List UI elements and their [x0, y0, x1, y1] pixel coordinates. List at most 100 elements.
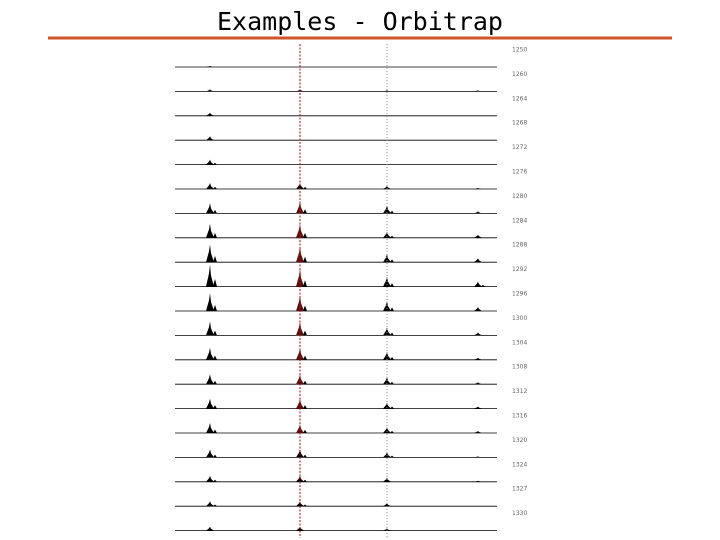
spectrum-peak — [206, 449, 214, 458]
spectrum-peak — [206, 475, 214, 482]
scan-label: 1296 — [512, 291, 527, 298]
spectrum-peak — [206, 89, 214, 92]
spectrum-peak — [296, 201, 304, 214]
spectrum-peak — [303, 232, 307, 238]
spectrum-peak — [474, 188, 482, 189]
scan-label: 1308 — [512, 364, 527, 371]
spectrum-peak — [213, 232, 217, 238]
scan-label: 1300 — [512, 315, 527, 322]
spectrum-peak — [390, 235, 394, 238]
spectrum-peak — [213, 304, 217, 311]
spectrum-peak — [474, 234, 482, 238]
spectrum-peak — [303, 186, 307, 189]
scan-label: 1320 — [512, 437, 527, 444]
spectrum-peak — [383, 327, 391, 336]
spectrum-peak — [303, 380, 307, 385]
spectrum-peak — [383, 351, 391, 360]
spectrum-peak — [474, 90, 482, 92]
scan-label: 1292 — [512, 266, 527, 273]
spectrum-peak — [213, 504, 217, 507]
spectrum-peak — [474, 258, 482, 263]
spectrum-peak — [296, 424, 304, 433]
spectrum-peak — [213, 186, 217, 189]
scan-label: 1280 — [512, 193, 527, 200]
spectrum-peak — [206, 526, 214, 531]
spectrum-peak — [390, 357, 394, 360]
spectrum-peak — [213, 278, 217, 287]
spectrum-peak — [390, 430, 394, 433]
spectrum-peak — [213, 429, 217, 433]
spectrum-peak — [206, 112, 214, 116]
spectrum-peak — [383, 503, 391, 507]
spectrum-peak — [383, 452, 391, 458]
scan-label: 1264 — [512, 95, 527, 102]
spectrum-peak — [474, 332, 482, 336]
slide-title: Examples - Orbitrap — [217, 7, 503, 36]
scan-label: 1276 — [512, 169, 527, 176]
spectrum-peak — [474, 480, 482, 482]
spectrum-peak — [213, 454, 217, 458]
spectrum-peak — [213, 162, 217, 165]
spectrum-peak — [206, 293, 214, 311]
spectrum-peak — [474, 406, 482, 409]
spectrum-peak — [206, 136, 214, 141]
scan-label: 1272 — [512, 144, 527, 151]
spectrum-peak — [303, 429, 307, 433]
spectrum-peak — [474, 382, 482, 385]
spectrum-peak — [390, 210, 394, 214]
spectrum-peak — [383, 90, 391, 92]
spectrum-peak — [474, 281, 482, 287]
spectrum-peak — [303, 504, 307, 507]
spectrum-peak — [206, 321, 214, 336]
spectrum-peak — [296, 374, 304, 385]
spectrum-peak — [390, 455, 394, 458]
spectrum-peak — [383, 254, 391, 263]
scan-label: 1268 — [512, 120, 527, 127]
spectrum-peak — [303, 330, 307, 336]
spectrum-peak — [481, 284, 485, 287]
spectrum-peak — [390, 381, 394, 385]
spectrum-peak — [390, 406, 394, 409]
spectrum-peak — [303, 280, 307, 287]
spectrum-peak — [213, 255, 217, 263]
spectrum-peak — [303, 405, 307, 409]
spectrum-peak — [296, 268, 304, 287]
spectrum-peak — [383, 231, 391, 238]
spectrum-peak — [303, 479, 307, 482]
spectrum-peak — [206, 374, 214, 385]
spectrum-peak — [206, 159, 214, 165]
spectrum-peak — [383, 427, 391, 433]
spectrum-peak — [383, 528, 391, 531]
spectrum-peak — [206, 203, 214, 214]
spectrum-peak — [474, 357, 482, 360]
scan-label: 1250 — [512, 47, 527, 54]
spectrum-peak — [213, 209, 217, 214]
spectrum-peak — [296, 398, 304, 409]
spectrum-peak — [206, 423, 214, 433]
spectrum-peak — [206, 183, 214, 189]
spectrum-peak — [383, 186, 391, 189]
spectrum-peak — [390, 307, 394, 311]
spectrum-peak — [206, 223, 214, 238]
spectrum-peak — [206, 501, 214, 507]
spectrum-peak — [474, 211, 482, 214]
spectrum-peak — [303, 256, 307, 263]
spectrum-peak — [390, 332, 394, 336]
spectrum-peak — [303, 209, 307, 214]
spectrum-peak — [390, 259, 394, 263]
scan-label: 1288 — [512, 242, 527, 249]
spectrum-peak — [206, 66, 214, 67]
spectrum-peak — [213, 380, 217, 385]
scan-label: 1327 — [512, 486, 527, 493]
scan-label: 1260 — [512, 71, 527, 78]
spectrum-peak — [213, 479, 217, 482]
spectrum-peak — [474, 431, 482, 433]
spectrum-peak — [474, 307, 482, 311]
spectrum-peak — [303, 305, 307, 311]
spectrum-peak — [303, 454, 307, 458]
scan-label: 1304 — [512, 339, 527, 346]
spectrum-peak — [213, 405, 217, 409]
scan-label: 1330 — [512, 510, 527, 517]
